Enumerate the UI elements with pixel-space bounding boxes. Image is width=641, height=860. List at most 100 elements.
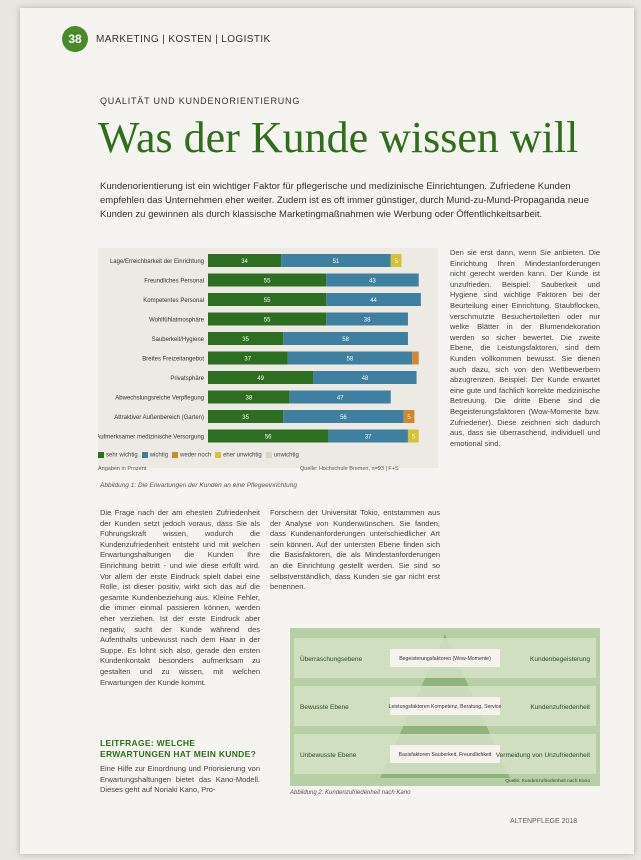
column-3-paragraph: Den sie erst dann, wenn Sie anbieten. Di…: [450, 248, 600, 448]
pyramid-center-label: Leistungsfaktoren Kompetenz, Beratung, S…: [389, 704, 502, 710]
data-label: 5: [407, 415, 411, 421]
pyramid-center-box: [390, 745, 500, 763]
column-1-paragraph: Die Frage nach der am ehesten Zufriedenh…: [100, 508, 260, 687]
bar-segment: [289, 390, 391, 404]
bar-segment: [208, 332, 284, 345]
data-label: 56: [265, 435, 272, 441]
pyramid-right-label: Kundenzufriedenheit: [530, 704, 590, 711]
column-2-text: Forschern der Universität Tokio, entstam…: [270, 508, 440, 593]
page-footer: ALTENPFLEGE 2018: [510, 818, 578, 825]
survey-chart: Lage/Erreichbarkeit der Einrichtung 34 51 5…: [96, 248, 438, 506]
pyramid-center-label: Begeisterungsfaktoren (Wow-Momente): [399, 656, 491, 662]
page-number-badge: 38: [62, 26, 88, 52]
pyramid-right-label: Vermeidung von Unzufriedenheit: [496, 752, 591, 759]
page-header: 38 MARKETING | KOSTEN | LOGISTIK: [62, 26, 271, 52]
section-label: MARKETING | KOSTEN | LOGISTIK: [96, 33, 271, 45]
legend-swatch: [98, 452, 104, 458]
bar-segment: [412, 351, 419, 365]
bar-segment: [208, 254, 282, 267]
category-label: Lage/Erreichbarkeit der Einrichtung: [110, 259, 204, 265]
bar-segment: [208, 312, 327, 326]
category-label: Abwechslungsreiche Verpflegung: [115, 396, 204, 402]
legend-swatch: [172, 452, 179, 458]
kicker: QUALITÄT UND KUNDENORIENTIERUNG: [100, 96, 301, 106]
data-label: 47: [337, 396, 344, 402]
data-label: 34: [241, 259, 248, 265]
category-label: Sauberkeit/Hygiene: [152, 337, 205, 343]
survey-chart-svg: Lage/Erreichbarkeit der Einrichtung 34 51 5…: [96, 248, 438, 468]
pyramid-left-label: Überraschungsebene: [300, 655, 363, 663]
data-label: 55: [264, 279, 271, 285]
bar-segment: [208, 293, 327, 306]
data-label: 5: [394, 259, 398, 265]
legend-swatch: [265, 452, 272, 458]
column-1b-paragraph: Eine Hilfe zur Einordnung und Priorisier…: [100, 764, 260, 795]
legend-item: weder noch: [172, 452, 211, 459]
bar-segment: [208, 351, 288, 365]
pyramid-right-label: Kundenbegeisterung: [530, 656, 590, 663]
pyramid-source: Quelle: Kundenzufriedenheit nach Kano: [505, 778, 590, 784]
bar-segment: [208, 371, 314, 384]
data-label: 58: [342, 337, 349, 343]
data-label: 48: [362, 376, 369, 382]
bar-segment: [283, 410, 404, 423]
subheading: LEITFRAGE: WELCHE ERWARTUNGEN HAT MEIN K…: [100, 738, 257, 759]
legend-item: eher unwichtig: [215, 452, 262, 459]
pyramid-center-label: Basisfaktoren Sauberkeit, Freundlichkeit: [399, 752, 492, 758]
data-label: 37: [365, 435, 372, 441]
legend-item: unwichtig: [265, 452, 299, 459]
chart-legend: sehr wichtig wichtig weder noch eher unwich…: [98, 452, 299, 459]
bar-segment: [328, 429, 408, 443]
data-label: 56: [340, 415, 347, 421]
bar-segment: [283, 332, 408, 345]
bar-segment: [390, 254, 402, 267]
pyramid-left-label: Bewusste Ebene: [300, 704, 349, 711]
bar-segment: [326, 312, 408, 326]
article-title: Was der Kunde wissen will: [98, 113, 579, 162]
bar-segment: [407, 429, 419, 443]
bar-segment: [403, 410, 415, 423]
category-label: Breites Freizeitangebot: [142, 357, 204, 363]
data-label: 35: [242, 337, 249, 343]
bar-segment: [326, 273, 419, 287]
data-label: 55: [264, 298, 271, 304]
data-label: 51: [333, 259, 340, 265]
bar-segment: [208, 273, 327, 287]
category-label: Aufmerksamer medizinische Versorgung: [98, 435, 204, 441]
bar-segment: [287, 351, 413, 365]
data-label: 44: [370, 298, 377, 304]
chart-note: Angaben in Prozent: [98, 466, 147, 472]
category-label: Wohlfühlatmosphäre: [149, 318, 205, 324]
bar-segment: [208, 429, 329, 443]
column-3-text: Den sie erst dann, wenn Sie anbieten. Di…: [450, 248, 600, 449]
bar-segment: [208, 390, 290, 404]
lead-paragraph: Kundenorientierung ist ein wichtiger Fak…: [100, 181, 589, 220]
bar-segment: [208, 410, 284, 423]
bar-segment: [313, 371, 417, 384]
kano-pyramid-figure: Überraschungsebene Begeisterungsfaktoren …: [290, 628, 600, 786]
legend-swatch: [141, 452, 148, 458]
column-2-paragraph: Forschern der Universität Tokio, entstam…: [270, 508, 440, 592]
chart-source: Quelle: Hochschule Bremen, n=93 | F+S: [300, 466, 399, 472]
pyramid-center-box: [390, 649, 500, 667]
kano-pyramid-svg: Überraschungsebene Begeisterungsfaktoren …: [294, 634, 596, 784]
category-label: Attraktiver Außenbereich (Garten): [114, 415, 204, 421]
figure-1-caption: Abbildung 1: Die Erwartungen der Kunden …: [100, 482, 297, 489]
category-label: Privatsphäre: [170, 376, 204, 382]
bar-segment: [326, 293, 421, 306]
category-label: Freundliches Personal: [144, 279, 204, 285]
data-label: 49: [257, 376, 264, 382]
data-label: 35: [242, 415, 249, 421]
pyramid-center-box: [390, 697, 500, 715]
legend-item: wichtig: [141, 452, 168, 459]
column-1-text: Die Frage nach der am ehesten Zufriedenh…: [100, 508, 260, 688]
data-label: 58: [347, 357, 354, 363]
data-label: 38: [246, 396, 253, 402]
data-label: 5: [412, 435, 416, 441]
data-label: 37: [244, 357, 251, 363]
data-label: 43: [369, 279, 376, 285]
legend-item: sehr wichtig: [98, 452, 138, 459]
data-label: 38: [364, 318, 371, 324]
bar-segment: [281, 254, 391, 267]
pyramid-left-label: Unbewusste Ebene: [300, 752, 357, 759]
